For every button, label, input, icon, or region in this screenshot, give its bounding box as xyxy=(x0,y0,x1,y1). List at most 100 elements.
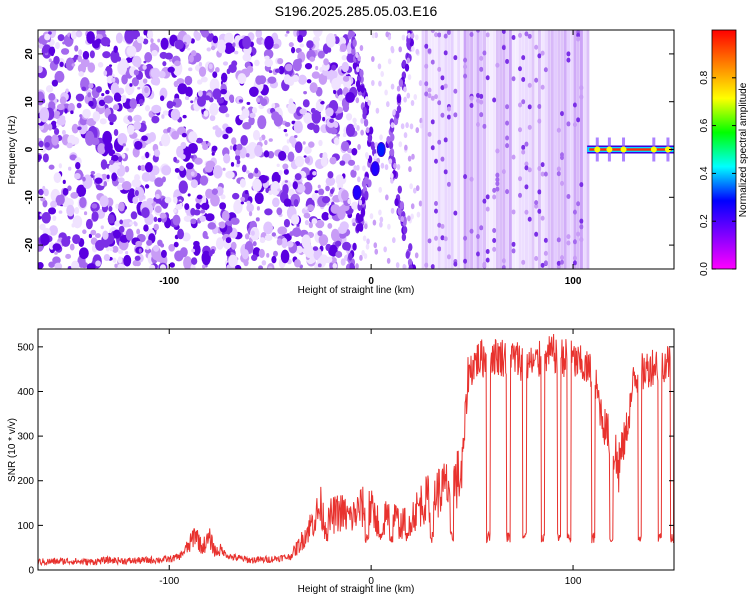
spectrogram-blob xyxy=(505,189,510,195)
spectrogram-blob xyxy=(335,240,342,247)
spectrogram-blob xyxy=(190,50,197,57)
spectrogram-blob xyxy=(492,187,497,193)
spectrogram-blob xyxy=(476,92,481,98)
spectrogram-blob xyxy=(511,241,516,247)
spectrogram-blob xyxy=(293,199,299,207)
spectrogram-stripe xyxy=(531,30,535,269)
spectrogram-blob xyxy=(74,172,81,180)
spectrogram-blob xyxy=(415,185,420,192)
spectrogram-blob xyxy=(386,257,391,264)
spectrogram-blob xyxy=(492,194,497,200)
spectrogram-blob xyxy=(131,178,142,188)
spectrogram-blob xyxy=(521,149,526,155)
spectrogram-blob xyxy=(78,71,84,77)
spectrogram-blob xyxy=(424,43,429,49)
spectrogram-blob xyxy=(211,152,215,156)
y-tick-label: 500 xyxy=(17,342,34,353)
spectrogram-blob xyxy=(106,174,110,180)
spectrogram-blob xyxy=(116,56,122,62)
spectrogram-blob xyxy=(292,58,302,72)
spectrogram-blob xyxy=(495,148,500,154)
spectrogram-blob xyxy=(252,241,257,247)
spectrogram-blob xyxy=(440,112,445,118)
spectrogram-blob xyxy=(283,168,289,175)
spectrogram-blob xyxy=(117,133,128,146)
spectrogram-blob xyxy=(48,31,52,35)
spectrogram-blob xyxy=(342,241,352,251)
spectrogram-blob xyxy=(434,158,439,164)
spectrogram-hotspot xyxy=(370,161,380,177)
spectrogram-blob xyxy=(130,211,138,220)
spectrogram-blob xyxy=(527,216,532,222)
spectrogram-blob xyxy=(392,237,396,244)
spectrogram-arc-blob xyxy=(360,85,365,94)
spectrogram-blob xyxy=(427,93,432,99)
spectrogram-blob xyxy=(38,261,44,269)
spectrogram-blob xyxy=(518,192,523,198)
spectrogram-blob xyxy=(54,251,58,255)
spectrogram-blob xyxy=(346,148,353,154)
spectrogram-blob xyxy=(446,30,451,35)
spectrogram-blob xyxy=(96,209,106,219)
spectrogram-blob xyxy=(190,264,196,269)
spectrogram-arc-blob xyxy=(397,185,402,194)
spectrogram-blob xyxy=(205,188,213,199)
spectrogram-blob xyxy=(360,129,364,136)
spectrogram-blob xyxy=(133,69,139,76)
spectrogram-blob xyxy=(534,200,539,206)
spectrogram-blob xyxy=(291,74,300,83)
spectrogram-blob xyxy=(45,85,54,93)
spectrogram-blob xyxy=(76,184,87,198)
spectrogram-blob xyxy=(245,153,250,158)
x-tick-label: -100 xyxy=(159,576,179,587)
spectrogram-blob xyxy=(136,103,141,107)
spectrogram-stripe xyxy=(505,30,509,269)
spectrogram-blob xyxy=(214,125,219,130)
y-tick-label: -10 xyxy=(24,190,35,205)
spectrogram-blob xyxy=(95,260,101,267)
spectrogram-blob xyxy=(224,32,234,44)
spectrogram-blob xyxy=(234,264,242,269)
spectrogram-blob xyxy=(437,222,442,228)
spectrogram-blob xyxy=(479,55,484,61)
spectrogram-blob xyxy=(543,237,548,243)
spectrogram-blob xyxy=(86,118,97,127)
spectrogram-arc-blob xyxy=(404,63,410,72)
spectrogram-blob xyxy=(329,156,337,165)
snr-line xyxy=(38,333,674,567)
spectrogram-blob xyxy=(443,169,448,175)
spectrogram-blob xyxy=(158,70,166,79)
spectrogram-blob xyxy=(485,75,490,81)
spectrogram-blob xyxy=(479,93,484,99)
spectrogram-blob xyxy=(390,172,394,179)
spectrogram-blob xyxy=(236,159,241,165)
spectrogram-blob xyxy=(469,95,474,101)
spectrogram-blob xyxy=(403,132,408,139)
spectrogram-blob xyxy=(208,30,213,34)
spectrogram-blob xyxy=(103,253,111,262)
spectrogram-blob xyxy=(355,263,359,269)
spectrogram-stripe xyxy=(534,30,538,269)
spectrogram-blob xyxy=(383,246,387,253)
spectrogram-blob xyxy=(246,203,255,213)
spectrogram-blob xyxy=(62,179,66,185)
spectrogram-blob xyxy=(44,141,50,148)
spectrogram-blob xyxy=(105,89,110,95)
spectrogram-arc-blob xyxy=(408,264,413,269)
spectrogram-blob xyxy=(216,97,225,104)
spectrogram-blob xyxy=(254,167,259,174)
spectrogram-stripe xyxy=(434,30,438,269)
spectrogram-blob xyxy=(325,33,336,48)
spectrogram-blob xyxy=(384,89,388,96)
spectrogram-blob xyxy=(39,107,50,123)
spectrogram-blob xyxy=(308,222,313,229)
spectrogram-blob xyxy=(301,234,311,249)
spectrogram-blob xyxy=(204,95,211,101)
spectrogram-arc-blob xyxy=(359,69,364,78)
spectrogram-blob xyxy=(409,123,414,130)
spectrogram-blob xyxy=(196,79,203,85)
spectrogram-blob xyxy=(98,99,106,107)
colorbar-tick-label: 0.2 xyxy=(699,214,710,228)
spectrogram-blob xyxy=(255,75,263,85)
colorbar-tick-label: 0.8 xyxy=(699,70,710,84)
